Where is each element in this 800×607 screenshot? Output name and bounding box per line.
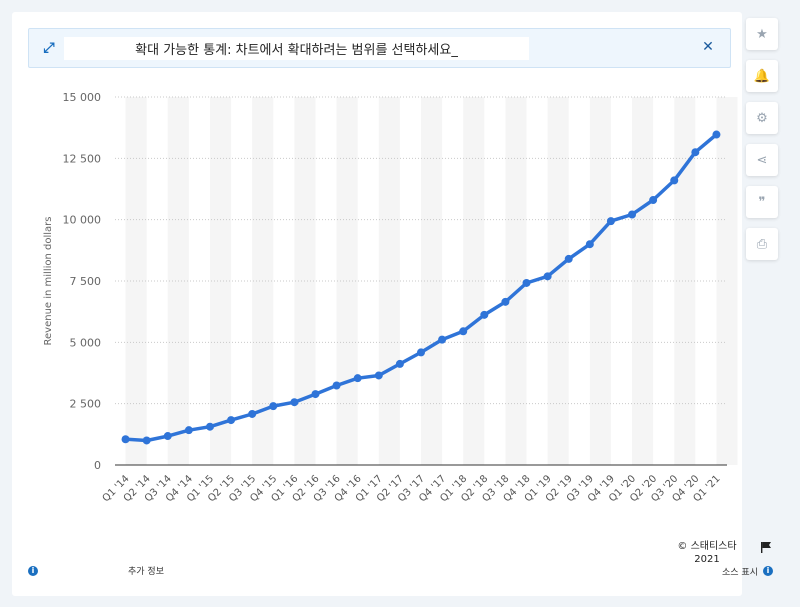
star-button[interactable]: ★ xyxy=(746,18,778,50)
data-point xyxy=(564,254,573,263)
share-icon: ⋖ xyxy=(756,152,768,168)
y-tick-label: 15 000 xyxy=(63,91,102,104)
column-band xyxy=(674,97,696,465)
data-point xyxy=(480,310,489,319)
banner-text: 확대 가능한 통계: 차트에서 확대하려는 범위를 선택하세요_ xyxy=(64,37,529,60)
data-point xyxy=(501,297,510,306)
data-point xyxy=(670,176,679,185)
data-point xyxy=(395,359,404,368)
column-band xyxy=(547,97,569,465)
data-point xyxy=(227,416,236,425)
data-point xyxy=(205,422,214,431)
print-button[interactable]: ⎙ xyxy=(746,228,778,260)
data-point xyxy=(649,196,658,205)
data-point xyxy=(585,240,594,249)
quote-button[interactable]: ❞ xyxy=(746,186,778,218)
additional-info-link[interactable]: 추가 정보 xyxy=(128,567,164,577)
quote-icon: ❞ xyxy=(758,194,766,210)
column-band xyxy=(716,97,738,465)
data-point xyxy=(332,381,341,390)
gear-icon: ⚙ xyxy=(756,110,768,126)
column-band xyxy=(632,97,654,465)
column-band xyxy=(505,97,527,465)
data-point xyxy=(248,409,257,418)
zoom-banner: ⤢ 확대 가능한 통계: 차트에서 확대하려는 범위를 선택하세요_ ✕ xyxy=(28,28,731,68)
share-button[interactable]: ⋖ xyxy=(746,144,778,176)
y-tick-label: 2 500 xyxy=(70,398,102,411)
y-tick-label: 12 500 xyxy=(63,152,102,165)
y-tick-label: 7 500 xyxy=(70,275,102,288)
data-point xyxy=(311,390,320,399)
data-point xyxy=(290,398,299,407)
data-point xyxy=(712,130,721,139)
expand-icon[interactable]: ⤢ xyxy=(43,40,55,56)
data-point xyxy=(522,278,531,287)
print-icon: ⎙ xyxy=(756,236,768,252)
y-tick-label: 5 000 xyxy=(70,336,102,349)
column-band xyxy=(421,97,443,465)
data-point xyxy=(269,402,278,411)
info-icon[interactable]: i xyxy=(28,566,38,576)
column-band xyxy=(463,97,485,465)
source-info-icon[interactable]: i xyxy=(763,566,773,576)
flag-icon[interactable] xyxy=(760,541,772,553)
column-band xyxy=(336,97,358,465)
star-icon: ★ xyxy=(756,26,768,42)
data-point xyxy=(142,436,151,445)
data-point xyxy=(417,348,425,357)
side-toolbar: ★ 🔔 ⚙ ⋖ ❞ ⎙ xyxy=(746,18,778,270)
bell-icon: 🔔 xyxy=(753,68,771,84)
bell-button[interactable]: 🔔 xyxy=(746,60,778,92)
data-point xyxy=(606,217,615,226)
y-axis-label: Revenue in million dollars xyxy=(43,217,54,346)
data-point xyxy=(438,335,447,344)
data-point xyxy=(163,432,172,441)
data-point xyxy=(543,272,552,281)
data-point xyxy=(184,426,193,435)
copyright-text: © 스태티스타 2021 xyxy=(677,541,737,565)
data-point xyxy=(121,435,130,444)
column-band xyxy=(378,97,400,465)
data-point xyxy=(628,210,637,219)
close-icon[interactable]: ✕ xyxy=(702,39,714,55)
data-point xyxy=(374,371,383,380)
y-tick-label: 10 000 xyxy=(63,214,102,227)
y-tick-label: 0 xyxy=(94,459,101,472)
data-point xyxy=(353,374,362,383)
data-point xyxy=(459,327,468,336)
show-source-link[interactable]: 소스 표시 xyxy=(722,568,758,578)
column-band xyxy=(589,97,611,465)
gear-button[interactable]: ⚙ xyxy=(746,102,778,134)
data-point xyxy=(691,148,700,157)
